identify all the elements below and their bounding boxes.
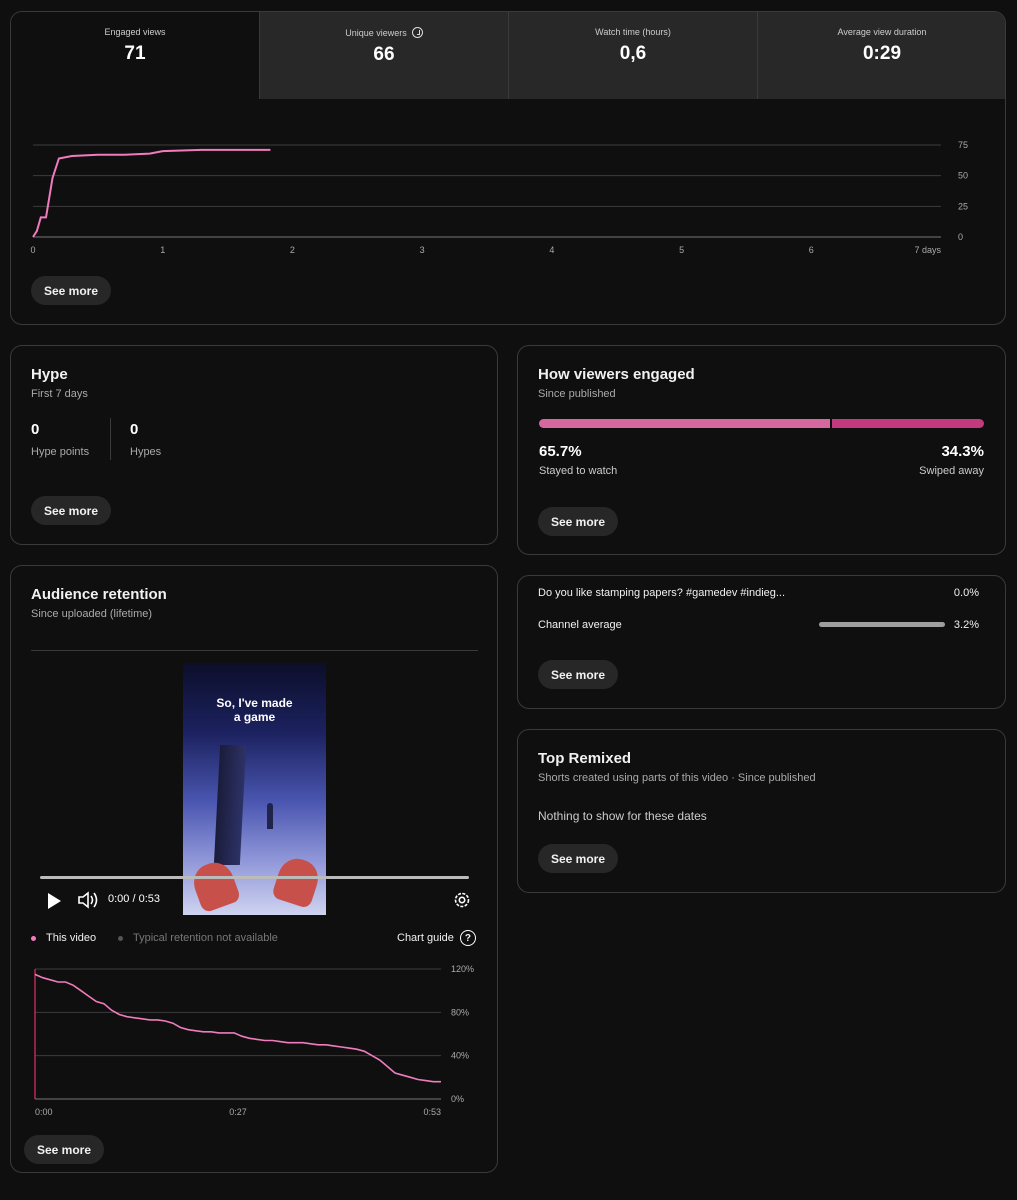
settings-gear-icon[interactable] — [452, 890, 472, 910]
play-icon[interactable] — [48, 893, 61, 909]
tab-label: Watch time (hours) — [595, 27, 671, 37]
legend-dot-icon — [31, 935, 36, 941]
audience-retention-card: Audience retention Since uploaded (lifet… — [10, 565, 498, 1173]
see-more-button[interactable]: See more — [31, 496, 112, 525]
divider — [31, 650, 478, 651]
clock-icon — [411, 27, 423, 38]
x-tick-label: 6 — [809, 245, 814, 255]
channel-average-label: Channel average — [538, 619, 622, 631]
hypes-label: Hypes — [130, 446, 162, 458]
card-title: Hype — [31, 366, 68, 383]
tab-label: Average view duration — [837, 27, 927, 37]
x-tick-label: 2 — [290, 245, 295, 255]
tab-label: Engaged views — [104, 27, 166, 37]
y-tick-label: 80% — [451, 1007, 469, 1017]
see-more-button[interactable]: See more — [538, 507, 619, 536]
stayed-segment — [539, 419, 830, 428]
swiped-segment — [832, 419, 984, 428]
video-hand-right — [271, 853, 323, 910]
video-hand-left — [188, 857, 242, 914]
channel-average-value: 3.2% — [953, 619, 979, 631]
engaged-card: How viewers engaged Since published 65.7… — [517, 345, 1006, 555]
hypes-value: 0 — [130, 421, 139, 438]
legend-label: Typical retention not available — [133, 932, 278, 944]
y-tick-label: 40% — [451, 1051, 469, 1061]
video-value: 0.0% — [953, 587, 979, 599]
x-tick-label: 4 — [549, 245, 554, 255]
y-tick-label: 0 — [958, 232, 963, 242]
tab-value: 71 — [124, 43, 146, 64]
video-progress-bar[interactable] — [40, 876, 469, 879]
see-more-button[interactable]: See more — [31, 276, 112, 305]
video-player[interactable]: So, I've made a game — [183, 663, 326, 915]
see-more-button[interactable]: See more — [24, 1135, 105, 1164]
card-title: How viewers engaged — [538, 366, 695, 383]
swiped-label: Swiped away — [919, 465, 984, 477]
chart-guide-link[interactable]: Chart guide ? — [397, 930, 476, 946]
help-icon: ? — [459, 930, 476, 946]
channel-average-track — [819, 622, 945, 627]
card-subtitle: Shorts created using parts of this video… — [538, 772, 816, 784]
y-tick-label: 0% — [451, 1094, 464, 1104]
video-title: Do you like stamping papers? #gamedev #i… — [538, 587, 786, 599]
y-tick-label: 50 — [958, 171, 968, 181]
x-tick-label: 3 — [420, 245, 425, 255]
legend-dot-icon — [118, 935, 123, 941]
divider — [110, 418, 111, 460]
x-tick-label: 1 — [160, 245, 165, 255]
channel-average-bar — [819, 622, 945, 627]
video-monolith — [213, 745, 247, 865]
series-line — [32, 148, 271, 238]
tab-value: 0,6 — [619, 43, 647, 64]
chart-guide-label: Chart guide — [397, 932, 454, 944]
legend-label: This video — [46, 932, 97, 944]
x-tick-label: 7 days — [914, 245, 941, 255]
swiped-percent: 34.3% — [941, 443, 984, 460]
card-subtitle: Since published — [538, 388, 616, 400]
y-tick-label: 75 — [958, 140, 968, 150]
legend-typical: Typical retention not available — [118, 932, 278, 944]
tab-value: 0:29 — [862, 43, 902, 64]
tab-label: Unique viewers — [345, 27, 407, 38]
stayed-label: Stayed to watch — [539, 465, 618, 477]
engagement-bar — [539, 419, 984, 428]
tab-engaged-views[interactable]: Engaged views 71 — [11, 12, 259, 99]
hype-points-label: Hype points — [31, 446, 90, 458]
video-time: 0:00 / 0:53 — [108, 893, 160, 905]
series-line — [34, 973, 441, 1083]
retention-line-chart: 0% 40% 80% 120% 0:00 0:27 0:53 — [34, 964, 474, 1117]
card-title: Top Remixed — [538, 750, 632, 767]
x-tick-label: 5 — [679, 245, 684, 255]
volume-icon[interactable] — [77, 890, 99, 910]
x-tick-label: 0:00 — [35, 1107, 53, 1117]
tab-average-view-duration[interactable]: Average view duration 0:29 — [757, 12, 1005, 99]
card-subtitle: First 7 days — [31, 388, 88, 400]
top-remixed-card: Top Remixed Shorts created using parts o… — [517, 729, 1006, 893]
empty-state: Nothing to show for these dates — [538, 809, 707, 823]
views-line-chart: 0 25 50 75 0 1 2 3 4 5 6 7 days — [30, 140, 968, 255]
hype-points-value: 0 — [31, 421, 40, 438]
tab-watch-time[interactable]: Watch time (hours) 0,6 — [508, 12, 757, 99]
y-tick-label: 25 — [958, 201, 968, 211]
x-tick-label: 0:27 — [229, 1107, 247, 1117]
tab-value: 66 — [373, 44, 395, 65]
legend-this-video: This video — [31, 932, 96, 944]
x-tick-label: 0:53 — [423, 1107, 441, 1117]
x-tick-label: 0 — [30, 245, 35, 255]
card-subtitle: Since uploaded (lifetime) — [31, 608, 153, 620]
tab-unique-viewers[interactable]: Unique viewers 66 — [259, 12, 508, 99]
hype-card: Hype First 7 days 0 Hype points 0 Hypes … — [10, 345, 498, 545]
video-figure — [267, 803, 273, 829]
video-overlay-text: So, I've made a game — [216, 696, 293, 724]
stayed-percent: 65.7% — [539, 443, 582, 460]
metrics-card: Engaged views 71 Unique viewers 66 Watch… — [10, 11, 1006, 325]
metric-tabs: Engaged views 71 Unique viewers 66 Watch… — [11, 12, 1005, 99]
see-more-button[interactable]: See more — [538, 844, 619, 873]
card-title: Audience retention — [31, 586, 167, 603]
y-tick-label: 120% — [451, 964, 474, 974]
see-more-button[interactable]: See more — [538, 660, 619, 689]
comparison-card: Do you like stamping papers? #gamedev #i… — [517, 575, 1006, 709]
